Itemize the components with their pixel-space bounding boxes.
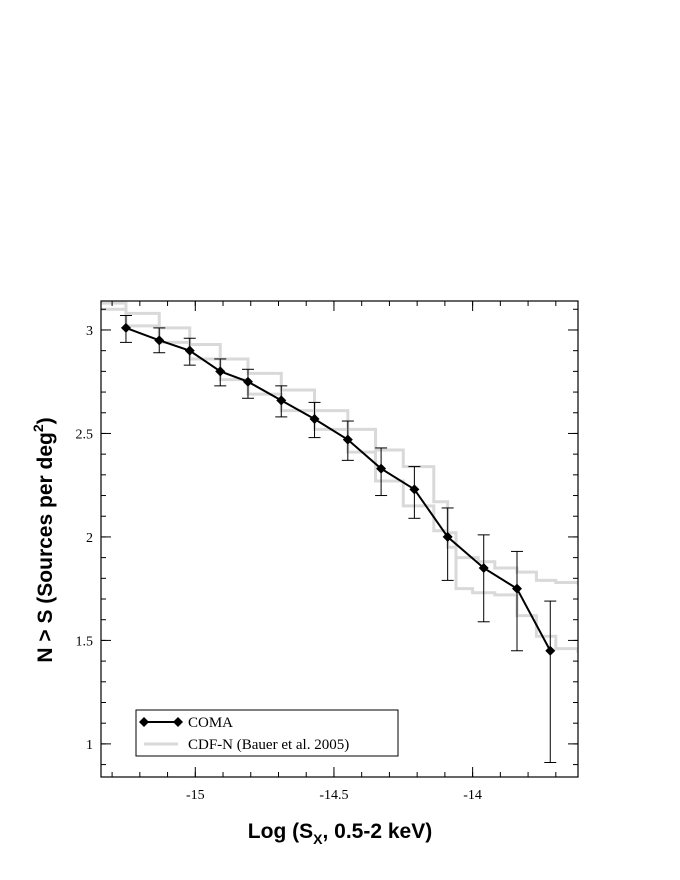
coma-point — [242, 376, 253, 387]
y-tick-label: 2.5 — [76, 427, 94, 442]
legend-label-cdfn: CDF-N (Bauer et al. 2005) — [188, 737, 349, 753]
y-tick-label: 2 — [86, 531, 93, 546]
plot-marks — [101, 301, 578, 764]
x-tick-label: -14.5 — [319, 788, 348, 803]
coma-point — [215, 366, 226, 377]
legend-marker-coma-end — [173, 717, 183, 727]
coma-point — [409, 484, 420, 495]
legend-marker-coma — [139, 717, 149, 727]
coma-line — [125, 326, 552, 652]
coma-point — [154, 335, 165, 346]
y-axis-label: N > S (Sources per deg2) — [30, 417, 57, 662]
coma-point — [184, 345, 195, 356]
coma-point — [309, 413, 320, 424]
coma-point — [478, 562, 489, 573]
x-axis-label: Log (SX, 0.5-2 keV) — [248, 820, 432, 847]
coma-point — [342, 434, 353, 445]
y-tick-label: 3 — [86, 324, 93, 339]
legend-label-coma: COMA — [188, 715, 233, 731]
coma-point — [442, 531, 453, 542]
coma-point — [545, 645, 556, 656]
coma-point — [376, 463, 387, 474]
coma-point — [276, 395, 287, 406]
y-tick-label: 1 — [86, 738, 93, 753]
x-tick-label: -15 — [186, 788, 205, 803]
plot-frame — [100, 300, 579, 778]
x-tick-label: -14 — [463, 788, 482, 803]
legend-box — [135, 709, 399, 757]
axis-ticks: -15 -14.5 -14 1 1.5 2 2.5 3 — [76, 301, 578, 803]
coma-point — [120, 322, 131, 333]
y-tick-label: 1.5 — [76, 634, 94, 649]
coma-point — [511, 583, 522, 594]
legend: COMA CDF-N (Bauer et al. 2005) — [135, 709, 399, 757]
cdfn-band-1 — [101, 307, 578, 653]
